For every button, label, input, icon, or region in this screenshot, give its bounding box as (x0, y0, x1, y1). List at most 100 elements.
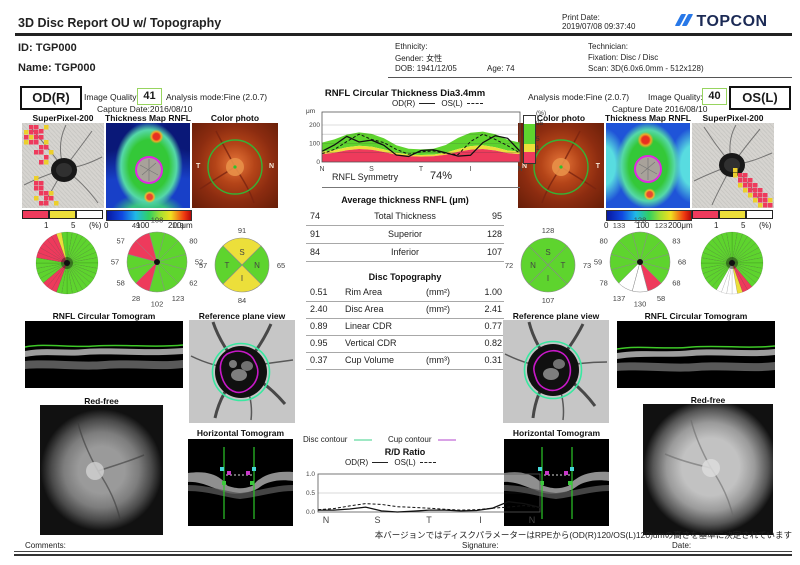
rd-xtick: N (529, 515, 536, 525)
rd-ratio-legend: OD(R) OS(L) (345, 458, 440, 467)
os-fine-sector-pie (700, 231, 764, 295)
os-redfree-label: Red-free (690, 395, 726, 405)
od-scale-5: 5 (71, 221, 76, 230)
disc-row-label: Linear CDR (345, 321, 393, 331)
clock-hour-value: 58 (657, 294, 665, 303)
fixation: Fixation: Disc / Disc (588, 53, 659, 62)
disc-row-linear-cdr: 0.89 Linear CDR 0.77 (306, 320, 504, 336)
contour-legend: Disc contour Cup contour (303, 435, 460, 444)
clock-hour-value: 57 (116, 237, 124, 246)
rnfl-ytick: 100 (309, 140, 320, 147)
disc-contour-swatch-icon (353, 438, 372, 441)
quadrant-letter: N (530, 261, 536, 270)
od-colorphoto-image: T N (192, 123, 278, 208)
avg-od-value: 74 (310, 211, 321, 221)
os-superpixel-image (692, 123, 774, 208)
disc-contour-label: Disc contour (303, 435, 348, 444)
print-date-label: Print Date: (562, 13, 600, 22)
disc-os-value: 0.77 (484, 321, 502, 331)
os-eye-box: OS(L) (729, 86, 791, 110)
brand-logo: TOPCON (674, 13, 768, 31)
quadrant-letter: N (254, 261, 260, 270)
os-superpixel-label: SuperPixel-200 (702, 113, 764, 123)
od-capture-date: Capture Date:2016/08/10 (97, 104, 193, 114)
brand-name: TOPCON (696, 13, 768, 30)
header-rule (15, 33, 792, 36)
quadrant-value: 65 (277, 261, 285, 270)
od-thickness-colorbar (106, 210, 192, 221)
os-photo-temporal: T (595, 163, 600, 170)
rd-legend-os: OS(L) (394, 458, 416, 467)
rnfl-xtick: S (369, 166, 374, 173)
rnfl-xtick: T (419, 166, 424, 173)
avg-os-value: 107 (486, 247, 502, 257)
os-quadrant-pie: S 128 T 73 I 107 N 72 (505, 226, 591, 305)
clock-hour-value: 62 (189, 279, 197, 288)
patient-rule (388, 77, 792, 78)
clock-hour-value: 58 (116, 279, 124, 288)
os-capture-date: Capture Date 2016/08/10 (612, 104, 708, 114)
patient-id: ID: TGP000 (18, 42, 77, 54)
signature-label: Signature: (462, 541, 499, 550)
os-line-swatch-icon (466, 103, 483, 105)
os-circular-tomogram-image (617, 321, 775, 388)
disc-od-value: 0.37 (310, 355, 328, 365)
od-refplane-image (189, 320, 295, 423)
rd-xtick: S (374, 515, 380, 525)
rnfl-xtick: I (470, 166, 472, 173)
clock-hour-value: 80 (599, 237, 607, 246)
os-colorphoto-label: Color photo (536, 113, 586, 123)
os-thickness-colorbar (606, 210, 692, 221)
od-bar-200: 200μm (168, 221, 193, 230)
patient-gender: Gender: 女性 (395, 54, 443, 63)
page-title: 3D Disc Report OU w/ Topography (18, 16, 222, 30)
disc-os-value: 2.41 (484, 304, 502, 314)
clock-hour-value: 68 (672, 279, 680, 288)
disc-row-label: Rim Area (345, 287, 383, 297)
os-scale-pct: (%) (759, 221, 772, 230)
clock-hour-value: 57 (111, 258, 119, 267)
rd-ratio-title: R/D Ratio (384, 447, 426, 457)
clock-hour-value: 123 (172, 294, 185, 303)
disc-od-value: 0.51 (310, 287, 328, 297)
disc-row-unit: (mm²) (426, 287, 450, 297)
od-photo-temporal: T (196, 163, 201, 170)
od-superpixel-label: SuperPixel-200 (32, 113, 94, 123)
legend-od-label: OD(R) (392, 99, 416, 108)
rnfl-ytick: 200 (309, 122, 320, 129)
cup-contour-label: Cup contour (387, 435, 432, 444)
clock-hour-value: 102 (151, 300, 164, 309)
os-bar-200: 200μm (668, 221, 693, 230)
rd-ytick: 0.0 (306, 509, 315, 516)
disc-os-value: 0.82 (484, 338, 502, 348)
os-thickness-image (606, 123, 690, 208)
rnfl-unit-label: μm (306, 108, 316, 115)
avg-os-value: 128 (486, 229, 502, 239)
technician-label: Technician: (588, 42, 629, 51)
od-redfree-image (40, 405, 163, 535)
quadrant-value: 91 (238, 226, 246, 235)
cbar-5-label: 5 (536, 136, 540, 143)
od-colorphoto-label: Color photo (210, 113, 260, 123)
quadrant-letter: T (225, 261, 230, 270)
rd-xtick: N (323, 515, 330, 525)
disc-row-rim: 0.51 Rim Area (mm²) 1.00 (306, 286, 504, 302)
os-clock-hour-pie: 128 123 83 68 68 58 130 137 78 59 80 133 (594, 216, 686, 309)
clock-hour-value: 28 (132, 294, 140, 303)
footer-note: 本バージョンではディスクパラメーターはRPEから(OD(R)120/OS(L)1… (374, 530, 792, 540)
od-photo-nasal: N (268, 163, 274, 170)
os-refplane-label: Reference plane view (512, 311, 600, 321)
od-refplane-label: Reference plane view (198, 311, 286, 321)
clock-hour-value: 49 (132, 221, 140, 230)
clock-hour-value: 119 (172, 221, 184, 230)
od-thickness-label: Thickness Map RNFL (105, 113, 191, 123)
os-thickness-label: Thickness Map RNFL (605, 113, 691, 123)
od-horizontal-tomogram-image (188, 439, 293, 526)
rd-xtick: I (479, 515, 482, 525)
disc-os-value: 1.00 (484, 287, 502, 297)
clock-hour-value: 128 (634, 216, 647, 225)
rnfl-ytick: 0 (316, 159, 320, 166)
cbar-pct-label: (%) (536, 110, 547, 117)
patient-age: Age: 74 (487, 64, 515, 73)
